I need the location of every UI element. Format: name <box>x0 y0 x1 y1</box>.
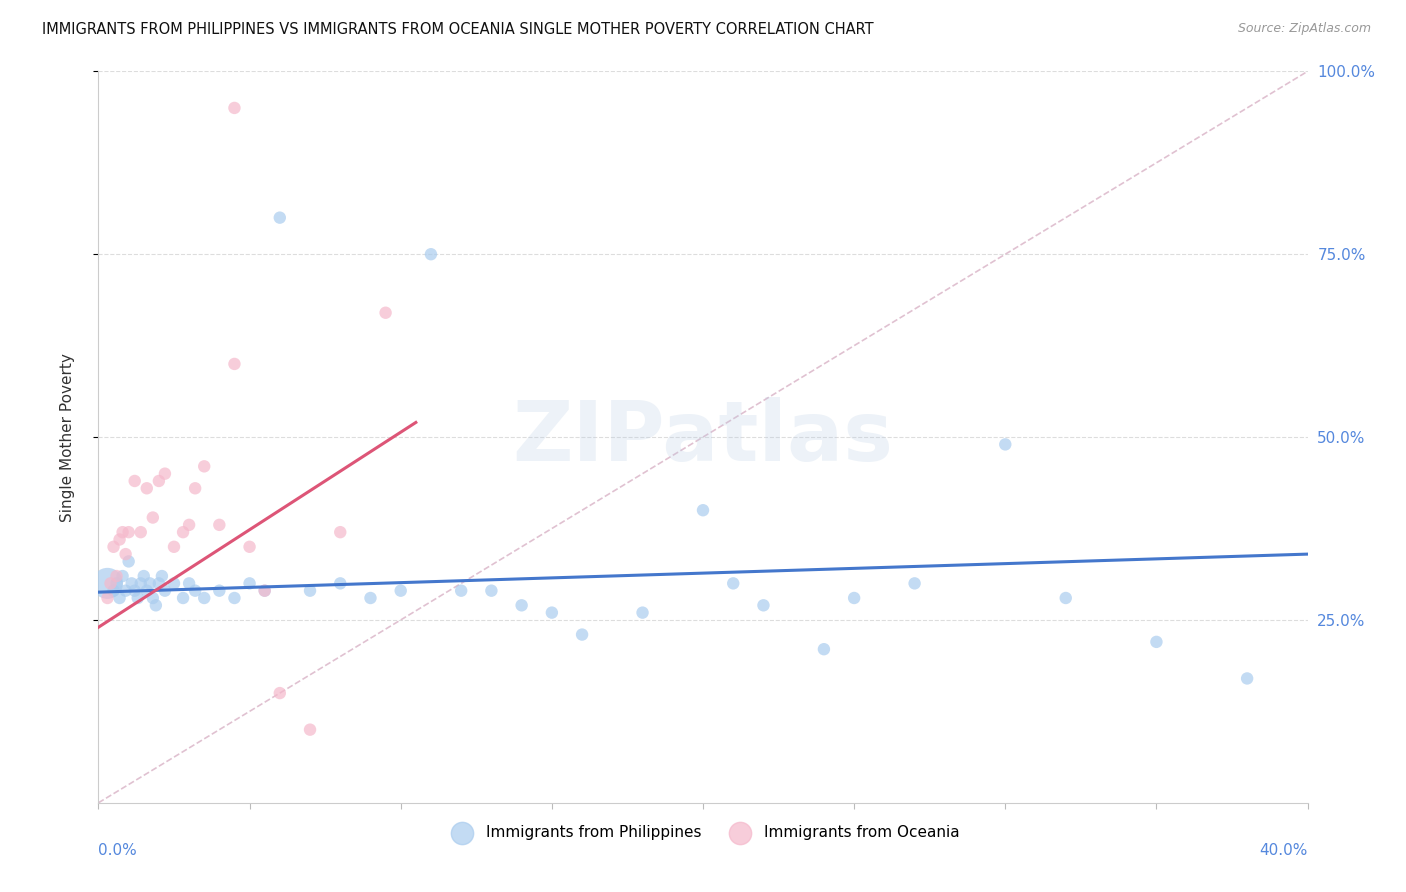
Point <box>253 583 276 598</box>
Point <box>692 503 714 517</box>
Point <box>145 599 167 613</box>
Text: 0.0%: 0.0% <box>98 843 138 858</box>
Text: IMMIGRANTS FROM PHILIPPINES VS IMMIGRANTS FROM OCEANIA SINGLE MOTHER POVERTY COR: IMMIGRANTS FROM PHILIPPINES VS IMMIGRANT… <box>42 22 873 37</box>
Point <box>1054 591 1077 605</box>
Point <box>148 576 170 591</box>
Point <box>224 101 246 115</box>
Point <box>111 525 134 540</box>
Point <box>148 474 170 488</box>
Point <box>844 591 866 605</box>
Point <box>129 576 152 591</box>
Point <box>360 591 382 605</box>
Point <box>571 627 593 641</box>
Legend: Immigrants from Philippines, Immigrants from Oceania: Immigrants from Philippines, Immigrants … <box>440 819 966 847</box>
Point <box>179 576 201 591</box>
Point <box>239 540 262 554</box>
Point <box>904 576 927 591</box>
Point <box>153 583 176 598</box>
Point <box>108 591 131 605</box>
Point <box>150 569 173 583</box>
Y-axis label: Single Mother Poverty: Single Mother Poverty <box>60 352 75 522</box>
Point <box>114 583 136 598</box>
Point <box>153 467 176 481</box>
Point <box>114 547 136 561</box>
Point <box>96 576 118 591</box>
Point <box>1146 635 1168 649</box>
Point <box>172 525 194 540</box>
Point <box>135 583 157 598</box>
Point <box>124 583 146 598</box>
Point <box>253 583 276 598</box>
Point <box>193 591 215 605</box>
Point <box>1236 672 1258 686</box>
Point <box>127 591 149 605</box>
Point <box>752 599 775 613</box>
Point <box>132 569 155 583</box>
Point <box>172 591 194 605</box>
Point <box>105 576 128 591</box>
Point <box>269 211 291 225</box>
Point <box>374 306 396 320</box>
Point <box>540 606 562 620</box>
Point <box>239 576 262 591</box>
Point <box>135 481 157 495</box>
Point <box>510 599 533 613</box>
Point <box>481 583 503 598</box>
Point <box>299 723 322 737</box>
Point <box>118 525 141 540</box>
Point <box>389 583 412 598</box>
Point <box>329 576 352 591</box>
Point <box>813 642 835 657</box>
Point <box>224 357 246 371</box>
Point <box>163 576 186 591</box>
Text: Source: ZipAtlas.com: Source: ZipAtlas.com <box>1237 22 1371 36</box>
Point <box>723 576 745 591</box>
Point <box>96 591 118 605</box>
Point <box>631 606 654 620</box>
Point <box>450 583 472 598</box>
Point <box>420 247 443 261</box>
Point <box>184 583 207 598</box>
Point <box>105 569 128 583</box>
Point <box>124 474 146 488</box>
Point <box>163 540 186 554</box>
Point <box>103 583 125 598</box>
Point <box>179 517 201 532</box>
Point <box>193 459 215 474</box>
Text: ZIPatlas: ZIPatlas <box>513 397 893 477</box>
Point <box>139 576 162 591</box>
Point <box>118 554 141 568</box>
Point <box>103 540 125 554</box>
Point <box>111 569 134 583</box>
Point <box>224 591 246 605</box>
Point <box>329 525 352 540</box>
Point <box>994 437 1017 451</box>
Point <box>142 591 165 605</box>
Point <box>100 576 122 591</box>
Point <box>269 686 291 700</box>
Point <box>129 525 152 540</box>
Point <box>208 517 231 532</box>
Point <box>121 576 143 591</box>
Text: 40.0%: 40.0% <box>1260 843 1308 858</box>
Point <box>299 583 322 598</box>
Point <box>142 510 165 524</box>
Point <box>208 583 231 598</box>
Point <box>108 533 131 547</box>
Point <box>184 481 207 495</box>
